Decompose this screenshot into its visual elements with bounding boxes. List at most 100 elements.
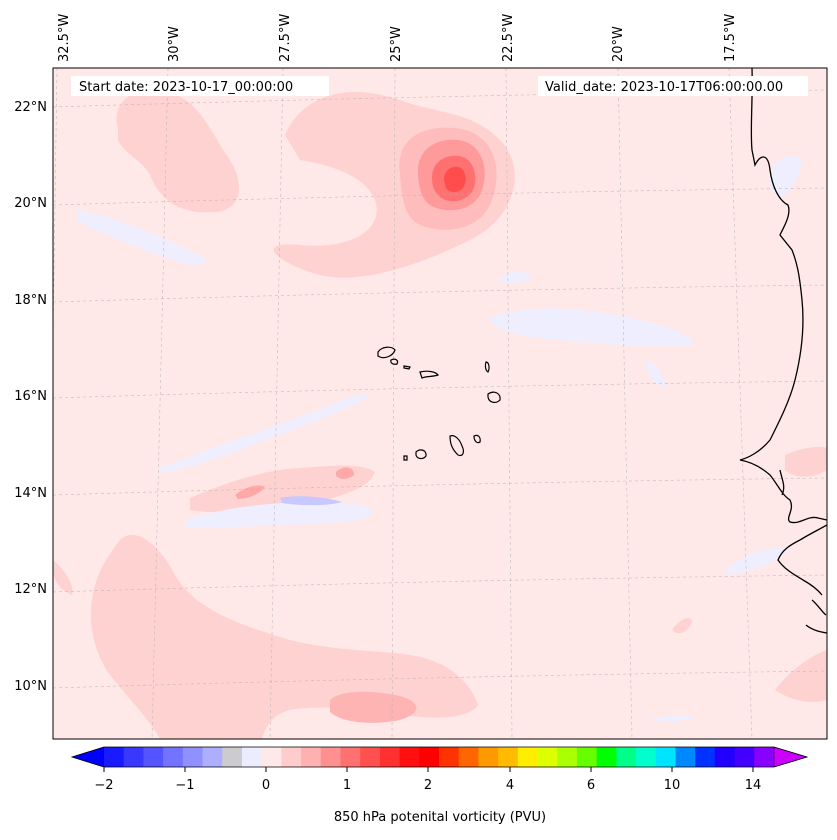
colorbar-cell [261,747,282,767]
cbar-tick-label: 10 [664,778,681,793]
colorbar-cell [596,747,617,767]
lon-label: 30°W [167,26,182,62]
colorbar-cell [439,747,460,767]
island-fogo [415,449,427,460]
valid-date-label: Valid_date: 2023-10-17T06:00:00.00 [545,80,783,95]
cbar-tick-label: 4 [506,778,514,793]
island-maio [473,434,481,444]
colorbar-cell [478,747,499,767]
colorbar-cell [557,747,578,767]
lat-label: 22°N [14,100,47,115]
colorbar-cell [281,747,302,767]
colorbar-under-arrow [71,746,105,768]
lon-label: 20°W [611,26,626,62]
colorbar-tick-labels: −2 −1 0 1 2 4 6 10 14 [94,778,761,793]
colorbar-cell [241,747,263,767]
lat-label: 10°N [14,679,47,694]
colorbar-cell [419,747,440,767]
colorbar-cell [123,747,144,767]
pv-region-mid-core-east [336,467,354,479]
cbar-tick-label: 1 [343,778,351,793]
lon-label: 25°W [389,26,404,62]
colorbar-cell [143,747,164,767]
colorbar-cell [399,747,420,767]
lat-label: 12°N [14,582,47,597]
colorbar: −2 −1 0 1 2 4 6 10 14 850 hPa potenital … [70,746,809,825]
colorbar-cell [340,747,361,767]
colorbar-cell [537,747,558,767]
island-santiago [449,435,464,457]
pv-negative-se [725,547,790,575]
graticule [53,68,827,739]
cbar-tick-label: 2 [424,778,432,793]
map-panel [53,68,827,739]
lat-label: 18°N [14,293,47,308]
valid-date-box [538,76,808,96]
africa-coastline-south [777,524,827,634]
island-santo-antao [377,346,396,359]
lon-label: 32.5°W [57,14,72,62]
pv-negative-small [498,272,532,284]
pv-region-south [90,534,478,739]
pv-negative-strip-1 [645,360,665,388]
colorbar-cell [301,747,322,767]
colorbar-cells [104,747,775,767]
colorbar-cell [616,747,637,767]
colorbar-over-arrow [773,746,808,768]
pv-negative-se-small [652,715,695,722]
map-frame [52,67,828,740]
colorbar-cell [163,747,184,767]
colorbar-cell [498,747,519,767]
lon-label: 22.5°W [501,14,516,62]
colorbar-cell [576,747,598,767]
island-sao-nicolau [419,370,439,379]
latitude-labels: 22°N 20°N 18°N 16°N 14°N 12°N 10°N [14,100,47,694]
colorbar-cell [695,747,716,767]
island-sal [484,361,490,373]
gorée-coast [779,469,785,496]
pv-region-cyclone-core [444,166,466,193]
pv-region-west-strip [53,560,73,595]
pv-region-mid-core-west [235,485,265,499]
cape-verde-islands [377,346,501,461]
colorbar-cell [222,747,243,767]
pv-negative-core [280,496,342,506]
colorbar-cell [182,747,204,767]
island-brava [403,455,408,461]
cbar-tick-label: 14 [745,778,762,793]
colorbar-cell [517,747,539,767]
lon-label: 17.5°W [723,14,738,62]
pv-negative-north [490,308,693,346]
island-santa-luzia [403,365,411,370]
island-sao-vicente [390,358,399,365]
longitude-labels: 32.5°W 30°W 27.5°W 25°W 22.5°W 20°W 17.5… [57,14,738,62]
start-date-label: Start date: 2023-10-17_00:00:00 [79,80,293,95]
pv-negative-mid [160,394,369,472]
cbar-tick-label: 6 [587,778,595,793]
pv-negative-ne [769,155,802,198]
pv-negative-south [185,502,372,528]
cbar-tick-label: 0 [262,778,270,793]
pv-region-east-coast [785,446,827,477]
pv-region-mid-band [190,465,375,513]
cbar-tick-label: −2 [94,778,113,793]
pv-region-nw [116,90,239,213]
colorbar-ticks [103,767,754,772]
cbar-tick-label: −1 [175,778,194,793]
colorbar-cell [714,747,736,767]
colorbar-cell [734,747,755,767]
colorbar-cell [202,747,223,767]
africa-coastline [739,68,827,524]
colorbar-cell [754,747,775,767]
colorbar-cell [675,747,696,767]
start-date-box [71,76,329,96]
colorbar-cell [360,747,381,767]
pv-region-se-small [672,618,692,634]
colorbar-cell [104,747,125,767]
island-boa-vista [487,391,501,403]
colorbar-cell [636,747,657,767]
lat-label: 16°N [14,389,47,404]
pv-region-se [775,650,827,702]
pv-region-south-core [330,691,417,723]
